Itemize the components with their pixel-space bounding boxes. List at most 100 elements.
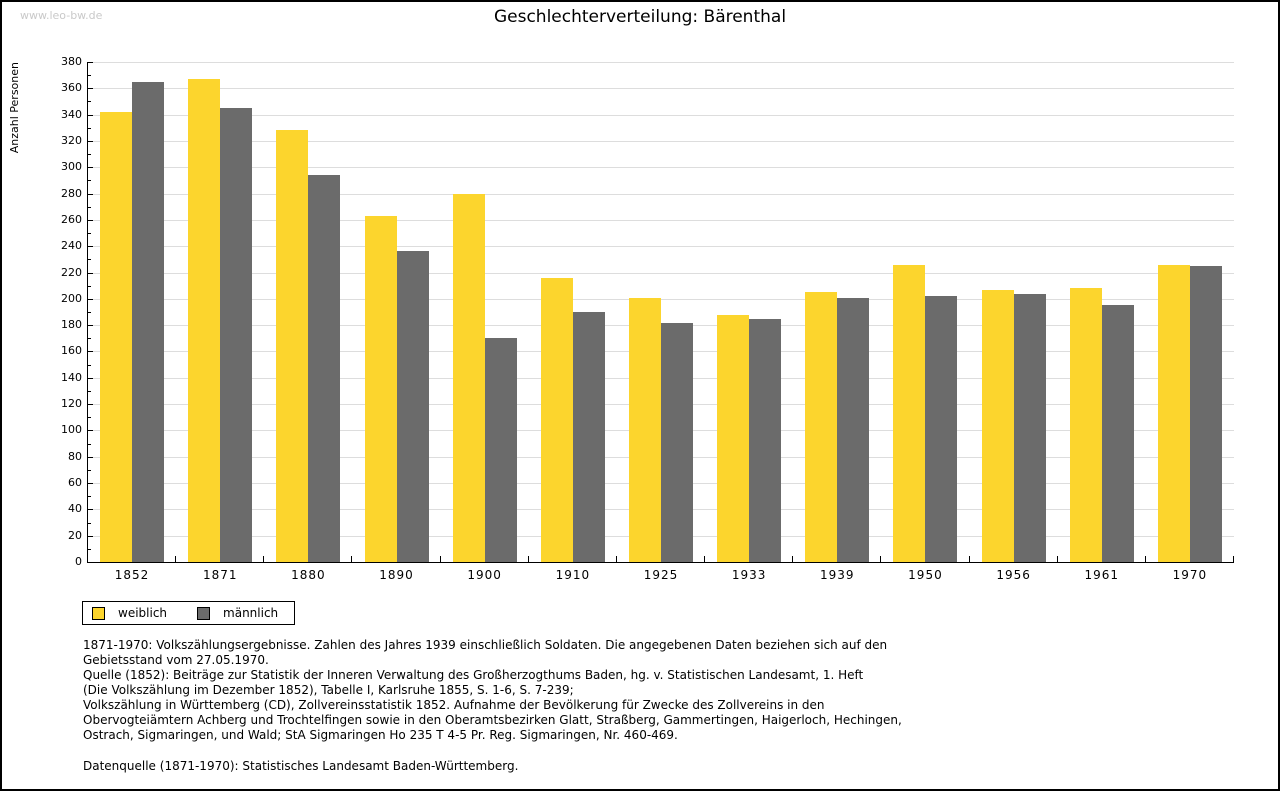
- y-tick-label: 60: [68, 476, 82, 490]
- x-tick: [1056, 556, 1058, 562]
- y-tick-label: 360: [61, 81, 82, 95]
- footnote-line: (Die Volkszählung im Dezember 1852), Tab…: [83, 683, 574, 697]
- y-tick: [88, 312, 91, 313]
- footnote-line: Gebietsstand vom 27.05.1970.: [83, 653, 269, 667]
- x-tick: [439, 556, 441, 562]
- x-axis-label: 1933: [731, 568, 767, 582]
- bar-weiblich: [1157, 264, 1190, 562]
- site-watermark: www.leo-bw.de: [20, 9, 103, 22]
- bar-weiblich: [1069, 288, 1102, 562]
- x-axis-label: 1925: [643, 568, 679, 582]
- x-tick: [1233, 556, 1234, 562]
- y-tick: [88, 285, 91, 287]
- gridline: [88, 193, 1234, 195]
- y-tick: [88, 154, 91, 156]
- y-tick-label: 120: [61, 397, 82, 411]
- y-tick: [88, 496, 91, 498]
- bar-maennlich: [661, 322, 693, 562]
- gridline: [88, 272, 1234, 274]
- y-tick: [88, 417, 91, 419]
- x-axis-label: 1900: [467, 568, 502, 582]
- y-tick-label: 140: [61, 370, 82, 384]
- bar-weiblich: [981, 289, 1014, 562]
- y-tick: [88, 469, 91, 471]
- x-tick: [792, 556, 794, 562]
- y-tick: [88, 456, 93, 458]
- y-tick-label: 300: [61, 160, 82, 174]
- x-axis-label: 1910: [555, 568, 591, 582]
- y-tick-label: 340: [61, 107, 82, 121]
- x-axis-label: 1939: [820, 568, 855, 582]
- y-tick: [88, 246, 93, 248]
- bar-weiblich: [540, 277, 573, 562]
- y-tick-label: 80: [68, 449, 82, 463]
- legend: weiblich männlich: [82, 601, 296, 625]
- y-tick: [88, 259, 91, 261]
- y-tick: [88, 298, 93, 300]
- x-axis-label: 1852: [114, 568, 150, 582]
- y-tick: [88, 390, 91, 392]
- x-tick: [880, 556, 882, 562]
- plot-area: 0 20 40 60 80 100 120 140 160 180 200 220 240 260 280 3…: [61, 55, 1234, 582]
- y-tick: [88, 272, 93, 274]
- x-axis-label: 1880: [291, 568, 326, 582]
- y-tick: [88, 430, 93, 432]
- y-tick: [88, 522, 91, 524]
- y-tick-label: 200: [61, 291, 82, 305]
- x-tick: [351, 556, 353, 562]
- bar-maennlich: [484, 338, 517, 562]
- gridline: [88, 167, 1234, 169]
- y-tick: [88, 325, 93, 327]
- y-tick-label: 220: [61, 265, 82, 279]
- y-tick: [88, 483, 93, 485]
- y-tick-label: 280: [61, 186, 82, 200]
- bar-maennlich: [925, 296, 958, 562]
- y-tick-label: 380: [61, 55, 82, 68]
- gridline: [88, 219, 1234, 221]
- y-tick: [88, 140, 93, 142]
- y-tick: [88, 351, 93, 353]
- x-axis-label: 1961: [1084, 568, 1120, 582]
- x-tick: [527, 556, 529, 562]
- y-tick: [88, 443, 91, 445]
- bar-weiblich: [188, 79, 221, 562]
- x-tick: [263, 556, 265, 562]
- x-axis-label: 1956: [996, 568, 1031, 582]
- bar-weiblich: [100, 112, 133, 562]
- legend-swatch-maennlich: [197, 606, 211, 620]
- bar-maennlich: [396, 251, 429, 562]
- y-tick-label: 20: [68, 528, 82, 542]
- x-axis-label: 1890: [379, 568, 414, 582]
- y-tick: [88, 206, 91, 208]
- bar-maennlich: [837, 297, 870, 562]
- y-tick: [88, 509, 93, 511]
- y-tick: [88, 180, 91, 182]
- y-tick: [88, 75, 91, 77]
- datasource-line: Datenquelle (1871-1970): Statistisches L…: [83, 759, 519, 773]
- gridline: [88, 140, 1234, 142]
- y-tick-label: 100: [61, 423, 82, 437]
- x-tick: [1144, 556, 1146, 562]
- y-tick-label: 0: [75, 555, 82, 568]
- y-tick: [88, 548, 91, 550]
- gridline: [88, 114, 1234, 116]
- footnote-line: 1871-1970: Volkszählungsergebnisse. Zahl…: [83, 638, 888, 652]
- bar-weiblich: [717, 314, 750, 562]
- bar-maennlich: [1189, 265, 1222, 562]
- y-tick: [88, 101, 91, 103]
- bar-weiblich: [805, 292, 838, 562]
- legend-label-weiblich: weiblich: [118, 606, 168, 620]
- bar-weiblich: [276, 130, 309, 562]
- bar-maennlich: [132, 81, 165, 562]
- x-tick: [175, 556, 177, 562]
- bar-weiblich: [452, 193, 485, 562]
- footnote-line: Quelle (1852): Beiträge zur Statistik de…: [83, 668, 864, 682]
- footnote-line: Ostrach, Sigmaringen, und Wald; StA Sigm…: [83, 728, 678, 742]
- bar-maennlich: [1013, 293, 1046, 562]
- footnotes: 1871-1970: Volkszählungsergebnisse. Zahl…: [83, 638, 902, 774]
- x-axis-label: 1970: [1172, 568, 1208, 582]
- y-tick: [88, 114, 93, 116]
- y-tick: [88, 193, 93, 195]
- y-tick: [88, 88, 93, 90]
